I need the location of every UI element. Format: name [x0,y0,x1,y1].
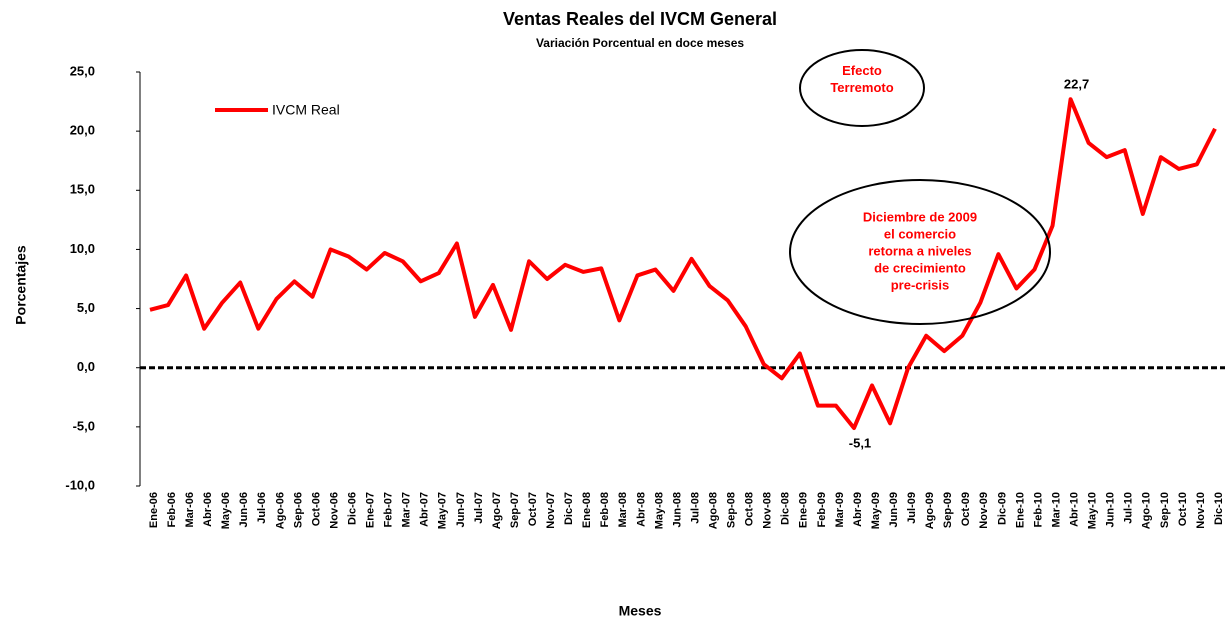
annotation-text: de crecimiento [874,260,966,275]
x-tick-label: Dic-09 [996,492,1008,525]
x-tick-label: Sep-08 [726,492,738,528]
data-label: 22,7 [1064,77,1089,92]
x-tick-label: Feb-06 [166,492,178,527]
x-tick-label: Ene-06 [148,492,160,528]
x-tick-label: May-10 [1087,492,1099,529]
annotation-text: Terremoto [830,80,893,95]
x-tick-label: Mar-07 [401,492,413,527]
x-tick-label: Oct-06 [310,492,322,526]
data-label: -5,1 [849,435,871,450]
x-tick-label: Ago-07 [491,492,503,529]
x-tick-label: Ene-09 [798,492,810,528]
x-tick-label: Ago-10 [1141,492,1153,529]
x-tick-label: Feb-09 [816,492,828,527]
y-tick-label: 20,0 [70,123,95,138]
x-tick-label: Sep-10 [1159,492,1171,528]
x-tick-label: Dic-07 [563,492,575,525]
x-tick-label: Nov-08 [762,492,774,529]
y-tick-label: 5,0 [77,300,95,315]
chart-title: Ventas Reales del IVCM General [503,9,777,29]
x-tick-label: Jun-07 [455,492,467,527]
x-tick-label: Dic-06 [346,492,358,525]
y-axis-label: Porcentajes [13,245,29,325]
x-tick-label: May-07 [437,492,449,529]
chart-subtitle: Variación Porcentual en doce meses [536,36,744,50]
x-tick-label: Dic-10 [1213,492,1225,525]
x-tick-label: May-06 [220,492,232,529]
y-tick-label: 10,0 [70,241,95,256]
annotation-text: Efecto [842,63,882,78]
x-tick-label: Oct-09 [960,492,972,526]
x-tick-label: Mar-10 [1050,492,1062,527]
x-tick-label: Abr-10 [1068,492,1080,527]
annotation-text: pre-crisis [891,277,950,292]
x-tick-label: Nov-07 [545,492,557,529]
x-tick-label: Dic-08 [780,492,792,525]
annotation-ellipse [789,179,1051,325]
x-tick-label: Ene-08 [581,492,593,528]
annotation-text: el comercio [884,226,956,241]
x-tick-label: Ene-07 [365,492,377,528]
x-tick-label: Sep-07 [509,492,521,528]
x-tick-label: Jul-07 [473,492,485,524]
x-tick-label: Abr-08 [635,492,647,527]
x-tick-label: Ene-10 [1014,492,1026,528]
x-tick-label: Jul-06 [256,492,268,524]
x-tick-label: Sep-09 [942,492,954,528]
x-tick-label: Nov-10 [1195,492,1207,529]
data-line [149,97,1217,431]
x-tick-label: Jul-08 [689,492,701,524]
x-tick-label: May-08 [653,492,665,529]
x-tick-label: Oct-07 [527,492,539,526]
x-tick-label: Nov-09 [978,492,990,529]
x-tick-label: Mar-06 [184,492,196,527]
x-tick-label: Jun-10 [1105,492,1117,527]
x-tick-label: Mar-08 [617,492,629,527]
x-tick-label: Feb-10 [1032,492,1044,527]
x-tick-label: Jun-08 [671,492,683,527]
y-tick-label: -5,0 [73,418,95,433]
y-tick-label: -10,0 [65,477,95,492]
x-tick-label: Ago-06 [274,492,286,529]
x-tick-label: Feb-08 [599,492,611,527]
x-tick-label: Oct-10 [1177,492,1189,526]
x-tick-label: May-09 [870,492,882,529]
x-tick-label: Abr-09 [852,492,864,527]
annotation-ellipse [799,49,925,127]
x-tick-label: Ago-08 [707,492,719,529]
x-tick-label: Sep-06 [292,492,304,528]
y-tick-label: 25,0 [70,63,95,78]
x-axis-label: Meses [619,603,662,619]
x-tick-label: Jun-09 [888,492,900,527]
x-tick-label: Jun-06 [238,492,250,527]
annotation-text: retorna a niveles [868,243,971,258]
y-tick-label: 0,0 [77,359,95,374]
legend-label: IVCM Real [272,102,340,118]
y-tick-label: 15,0 [70,182,95,197]
x-tick-label: Abr-07 [419,492,431,527]
x-tick-label: Mar-09 [834,492,846,527]
x-tick-label: Feb-07 [383,492,395,527]
annotation-text: Diciembre de 2009 [863,209,977,224]
x-tick-label: Oct-08 [744,492,756,526]
x-tick-label: Abr-06 [202,492,214,527]
x-tick-label: Jul-09 [906,492,918,524]
x-tick-label: Ago-09 [924,492,936,529]
x-tick-label: Jul-10 [1123,492,1135,524]
x-tick-label: Nov-06 [328,492,340,529]
